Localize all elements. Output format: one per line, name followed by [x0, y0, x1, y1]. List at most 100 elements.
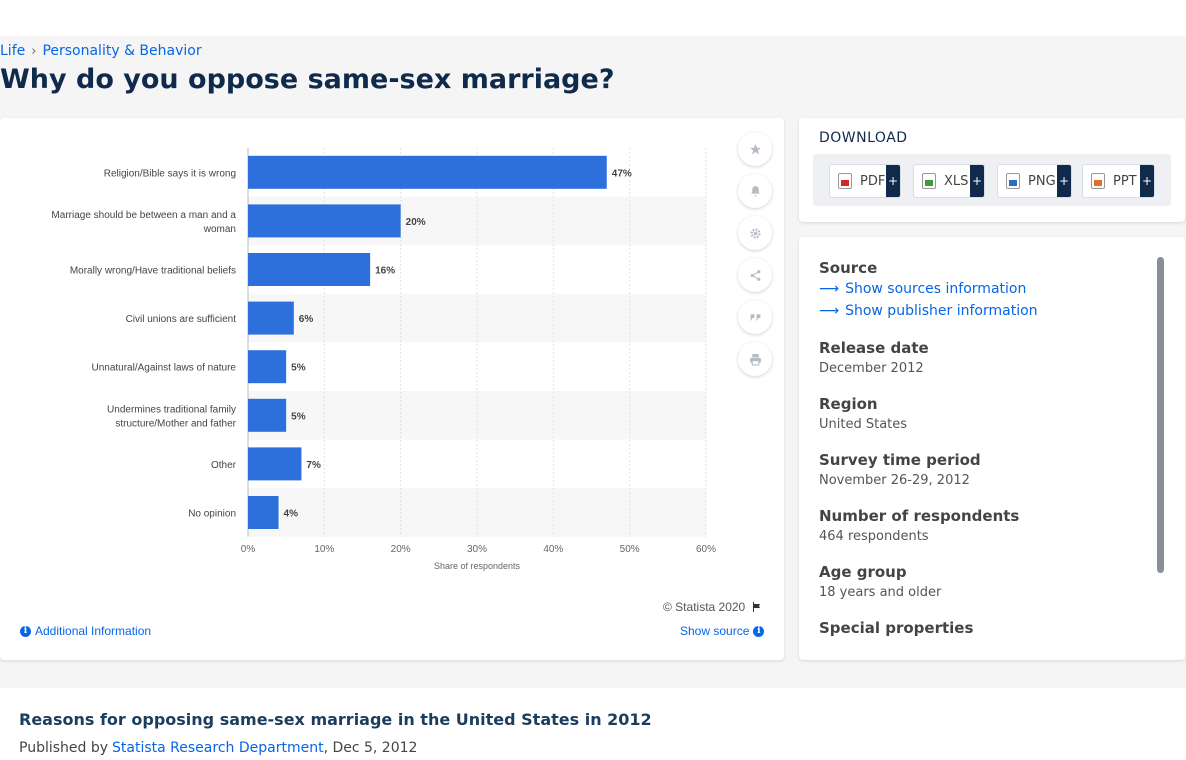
chevron-right-icon: › [31, 43, 37, 59]
breadcrumb: Life › Personality & Behavior [0, 43, 202, 59]
x-tick-label: 30% [467, 544, 487, 555]
arrow-right-icon: ⟶ [819, 281, 840, 297]
download-pdf-button[interactable]: PDF + [829, 164, 901, 198]
region-value: United States [819, 417, 908, 432]
page-title: Why do you oppose same-sex marriage? [0, 64, 615, 95]
print-icon[interactable] [738, 342, 772, 376]
show-sources-link[interactable]: ⟶ Show sources information [819, 281, 1149, 297]
gear-icon[interactable] [738, 216, 772, 250]
xls-file-icon [922, 173, 936, 189]
survey-period-label: Survey time period [819, 451, 981, 469]
data-label: 5% [291, 411, 306, 422]
top-navigation-bar [0, 0, 1186, 36]
region-label: Region [819, 395, 878, 413]
share-icon[interactable] [738, 258, 772, 292]
show-source-link[interactable]: Show source i [680, 624, 765, 638]
category-label: Religion/Bible says it is wrong [104, 168, 236, 179]
scrollbar-thumb[interactable] [1157, 257, 1164, 573]
bar [248, 496, 279, 529]
release-date-value: December 2012 [819, 361, 924, 376]
data-label: 6% [299, 314, 314, 325]
age-group-value: 18 years and older [819, 585, 942, 600]
x-axis-title: Share of respondents [434, 561, 521, 571]
download-ppt-label: PPT [1113, 173, 1137, 189]
plus-icon[interactable]: + [1140, 165, 1154, 197]
quote-icon[interactable] [738, 300, 772, 334]
additional-information-link[interactable]: i Additional Information [20, 624, 151, 638]
info-icon: i [20, 625, 31, 637]
plus-icon[interactable]: + [1057, 165, 1071, 197]
plus-icon[interactable]: + [970, 165, 984, 197]
bar-chart: 0% 10% 20% 30% 40% 50% 60% 47% Religion/Bible sa… [51, 148, 716, 571]
details-scrollbar[interactable] [1157, 257, 1164, 573]
respondents-label: Number of respondents [819, 507, 1020, 525]
details-list: Source ⟶ Show sources information ⟶ Show… [819, 259, 1149, 641]
download-card: DOWNLOAD PDF + XLS + PNG + PPT + [799, 118, 1185, 222]
category-label: Marriage should be between a man and a [51, 210, 236, 221]
published-date: , Dec 5, 2012 [323, 740, 418, 756]
breadcrumb-item-personality[interactable]: Personality & Behavior [42, 43, 202, 59]
x-tick-label: 60% [696, 544, 716, 555]
bar [248, 350, 287, 384]
x-tick-label: 0% [241, 544, 256, 555]
x-tick-label: 20% [391, 544, 411, 555]
show-sources-label: Show sources information [845, 281, 1027, 297]
show-source-label: Show source [680, 624, 750, 638]
bar [248, 447, 302, 481]
published-prefix: Published by [19, 740, 109, 756]
data-label: 20% [406, 217, 426, 228]
chart-card: 0% 10% 20% 30% 40% 50% 60% 47% Religion/Bible sa… [0, 118, 784, 660]
survey-period-value: November 26-29, 2012 [819, 473, 970, 488]
data-label: 7% [306, 460, 321, 471]
png-file-icon [1006, 173, 1020, 189]
category-label: Undermines traditional family [107, 404, 236, 415]
pdf-file-icon [838, 173, 852, 189]
age-group-label: Age group [819, 563, 907, 581]
download-xls-button[interactable]: XLS + [913, 164, 985, 198]
category-label: Unnatural/Against laws of nature [91, 363, 236, 374]
flag-icon[interactable] [751, 601, 763, 613]
published-line: Published by Statista Research Departmen… [19, 740, 417, 756]
data-label: 5% [291, 363, 306, 374]
category-label: Morally wrong/Have traditional beliefs [70, 266, 236, 277]
x-tick-label: 50% [620, 544, 640, 555]
category-label: Civil unions are sufficient [126, 314, 237, 325]
arrow-right-icon: ⟶ [819, 303, 840, 319]
data-label: 16% [375, 266, 395, 277]
data-label: 47% [612, 168, 632, 179]
statistic-title: Reasons for opposing same-sex marriage i… [19, 710, 652, 729]
ppt-file-icon [1091, 173, 1105, 189]
info-icon: i [753, 625, 765, 637]
download-png-button[interactable]: PNG + [997, 164, 1072, 198]
category-label: Other [211, 460, 237, 471]
row-band [248, 391, 706, 440]
download-buttons: PDF + XLS + PNG + PPT + [813, 154, 1171, 206]
special-properties-label: Special properties [819, 619, 974, 637]
source-label: Source [819, 259, 878, 277]
show-publisher-link[interactable]: ⟶ Show publisher information [819, 303, 1149, 319]
download-ppt-button[interactable]: PPT + [1082, 164, 1155, 198]
bar [248, 204, 401, 238]
description-section: Reasons for opposing same-sex marriage i… [0, 688, 1186, 760]
download-png-label: PNG [1028, 173, 1056, 189]
bar [248, 253, 371, 286]
star-icon[interactable] [738, 132, 772, 166]
bell-icon[interactable] [738, 174, 772, 208]
data-label: 4% [284, 509, 299, 520]
details-card: Source ⟶ Show sources information ⟶ Show… [799, 237, 1185, 660]
download-title: DOWNLOAD [819, 130, 908, 146]
x-tick-label: 40% [543, 544, 563, 555]
category-label: woman [203, 224, 236, 235]
release-date-label: Release date [819, 339, 929, 357]
plus-icon[interactable]: + [886, 165, 900, 197]
author-link[interactable]: Statista Research Department [112, 740, 324, 756]
bar [248, 155, 607, 189]
download-xls-label: XLS [944, 173, 969, 189]
x-tick-label: 10% [314, 544, 334, 555]
respondents-value: 464 respondents [819, 529, 929, 544]
breadcrumb-item-life[interactable]: Life [0, 43, 26, 59]
download-pdf-label: PDF [860, 173, 886, 189]
copyright-notice: © Statista 2020 [663, 600, 763, 614]
additional-information-label: Additional Information [35, 624, 152, 638]
bar [248, 301, 294, 335]
